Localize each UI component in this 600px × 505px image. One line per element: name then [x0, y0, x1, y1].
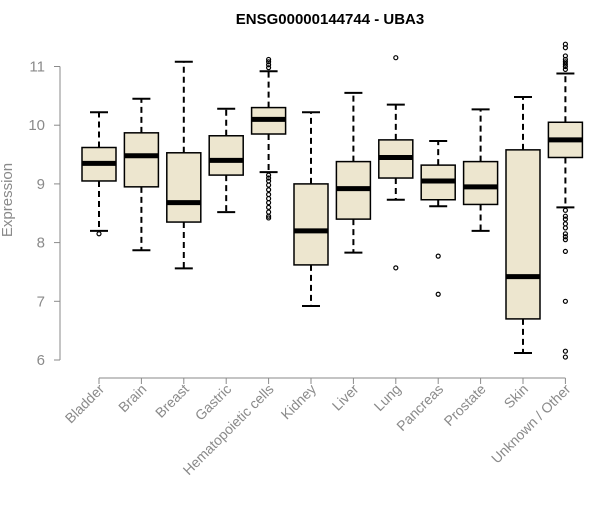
y-tick-label: 10: [28, 117, 45, 134]
outlier-point: [562, 59, 569, 65]
outlier-point: [266, 191, 272, 198]
x-tick-label: Kidney: [278, 381, 320, 423]
outlier-point: [562, 231, 569, 237]
box-group: [462, 108, 499, 232]
outlier-point: [266, 56, 272, 63]
box-group: [208, 107, 244, 214]
box-group: [378, 55, 414, 271]
iqr-box: [462, 160, 499, 206]
y-tick-label: 7: [37, 293, 45, 310]
box-group: [293, 111, 329, 307]
outlier-point: [266, 209, 272, 215]
y-axis: 6 7 8 9 10 11: [28, 59, 61, 369]
outlier-point: [266, 175, 272, 181]
outlier-point: [562, 61, 569, 67]
outlier-point: [266, 172, 272, 178]
outlier-point: [562, 348, 569, 354]
outlier-point: [562, 221, 569, 227]
y-tick-label: 8: [37, 235, 45, 252]
outlier-point: [435, 291, 441, 297]
x-tick-label: Lung: [371, 381, 404, 414]
outlier-point: [266, 59, 272, 65]
outlier-point: [562, 248, 569, 255]
outlier-point: [562, 237, 569, 243]
outlier-point: [562, 56, 569, 63]
outlier-point: [266, 215, 272, 221]
outlier-point: [435, 253, 441, 259]
chart-title: ENSG00000144744 - UBA3: [236, 11, 424, 28]
y-axis-label: Expression: [0, 163, 16, 237]
box-group: [166, 60, 202, 270]
outlier-point: [562, 45, 569, 51]
outlier-point: [266, 200, 272, 206]
outlier-point: [266, 195, 272, 202]
outlier-point: [393, 55, 399, 61]
outlier-point: [266, 62, 272, 68]
outlier-point: [562, 213, 569, 219]
outlier-point: [562, 216, 569, 222]
plot-area: [81, 41, 584, 360]
x-tick-label: Breast: [152, 381, 192, 421]
x-tick-label: Liver: [329, 381, 362, 414]
y-tick-label: 11: [29, 59, 45, 76]
y-tick-label: 6: [37, 352, 45, 369]
outlier-point: [266, 213, 272, 219]
box-group: [81, 111, 117, 237]
box-group: [335, 91, 372, 254]
box-group: [250, 56, 287, 221]
iqr-box: [293, 183, 329, 266]
x-tick-label: Pancreas: [393, 381, 446, 434]
x-tick-label: Skin: [501, 381, 532, 412]
outlier-point: [266, 187, 272, 193]
outlier-point: [393, 265, 399, 271]
outlier-point: [562, 225, 569, 231]
iqr-box: [505, 149, 541, 320]
box-group: [505, 96, 541, 354]
outlier-point: [266, 65, 272, 71]
iqr-box: [166, 152, 202, 223]
box-group: [123, 97, 160, 252]
outlier-point: [562, 66, 569, 73]
iqr-box: [123, 132, 160, 188]
x-tick-label: Prostate: [441, 381, 489, 429]
iqr-box: [208, 135, 244, 176]
y-tick-label: 9: [37, 176, 45, 193]
outlier-point: [562, 234, 569, 240]
x-tick-label: Brain: [115, 381, 149, 415]
outlier-point: [266, 182, 272, 188]
outlier-point: [562, 207, 569, 213]
x-tick-label: Unknown / Other: [488, 381, 574, 467]
outlier-point: [562, 298, 569, 304]
box-group: [420, 140, 456, 297]
box-group: [547, 41, 584, 360]
outlier-point: [96, 231, 102, 237]
x-tick-label: Bladder: [62, 381, 108, 427]
outlier-point: [562, 63, 569, 70]
outlier-point: [266, 204, 272, 210]
outlier-point: [562, 354, 569, 360]
